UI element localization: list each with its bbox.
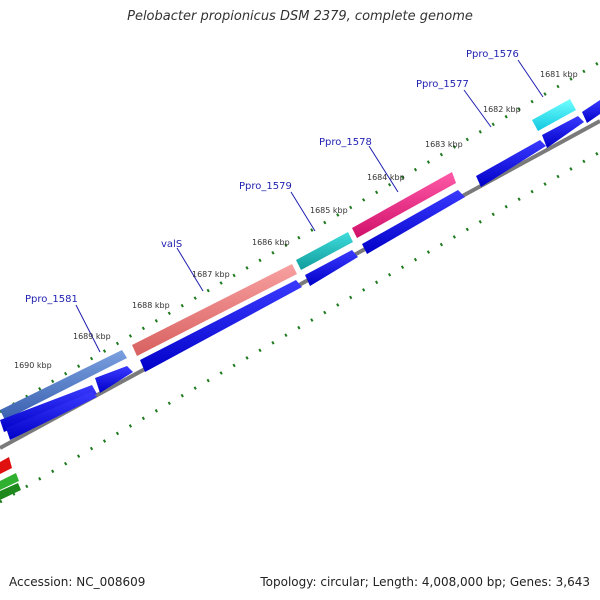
partial-green-feature-1[interactable] xyxy=(0,473,19,490)
cds-arrow-3[interactable] xyxy=(95,366,133,393)
kbp-label-1682: 1682 kbp xyxy=(483,105,521,114)
gene-label-ppro-1579[interactable]: Ppro_1579 xyxy=(239,181,292,192)
gene-ppro-1576-feature[interactable] xyxy=(532,99,576,131)
gene-ppro-1579-feature[interactable] xyxy=(296,232,353,270)
kbp-label-1686: 1686 kbp xyxy=(252,238,290,247)
cds-arrow-9[interactable] xyxy=(582,100,600,123)
kbp-label-1681: 1681 kbp xyxy=(540,70,578,79)
cds-arrow-2[interactable] xyxy=(6,392,97,440)
gene-ppro-1581-feature[interactable] xyxy=(0,350,127,420)
genome-summary-text: Topology: circular; Length: 4,008,000 bp… xyxy=(260,575,590,589)
accession-text: Accession: NC_008609 xyxy=(9,575,146,589)
cds-arrow-8[interactable] xyxy=(542,116,584,148)
gene-label-vals[interactable]: valS xyxy=(161,239,182,250)
cds-arrow-1[interactable] xyxy=(0,385,97,432)
kbp-label-1683: 1683 kbp xyxy=(425,140,463,149)
inner-tick-ring xyxy=(0,150,600,504)
gene-label-ppro-1581[interactable]: Ppro_1581 xyxy=(25,294,78,305)
partial-red-feature[interactable] xyxy=(0,457,12,474)
outer-tick-ring xyxy=(0,60,600,414)
gene-label-ppro-1578[interactable]: Ppro_1578 xyxy=(319,137,372,148)
kbp-label-1687: 1687 kbp xyxy=(192,270,230,279)
genome-backbone xyxy=(0,119,600,450)
gene-label-ppro-1576[interactable]: Ppro_1576 xyxy=(466,49,519,60)
cds-arrow-7[interactable] xyxy=(476,140,546,187)
gene-label-leaders xyxy=(75,59,544,353)
kbp-label-1690: 1690 kbp xyxy=(14,361,52,370)
partial-green-feature-2[interactable] xyxy=(0,483,21,500)
kbp-label-1685: 1685 kbp xyxy=(310,206,348,215)
gene-ppro-1578-feature[interactable] xyxy=(352,172,456,238)
gene-label-ppro-1577[interactable]: Ppro_1577 xyxy=(416,79,469,90)
map-title: Pelobacter propionicus DSM 2379, complet… xyxy=(127,9,473,24)
kbp-label-1688: 1688 kbp xyxy=(132,301,170,310)
cds-arrow-5[interactable] xyxy=(305,250,358,286)
cds-arrow-4[interactable] xyxy=(140,280,302,372)
cds-arrow-6[interactable] xyxy=(362,190,465,254)
kbp-label-1689: 1689 kbp xyxy=(73,332,111,341)
kbp-label-1684: 1684 kbp xyxy=(367,173,405,182)
gene-vals-feature[interactable] xyxy=(132,264,297,356)
